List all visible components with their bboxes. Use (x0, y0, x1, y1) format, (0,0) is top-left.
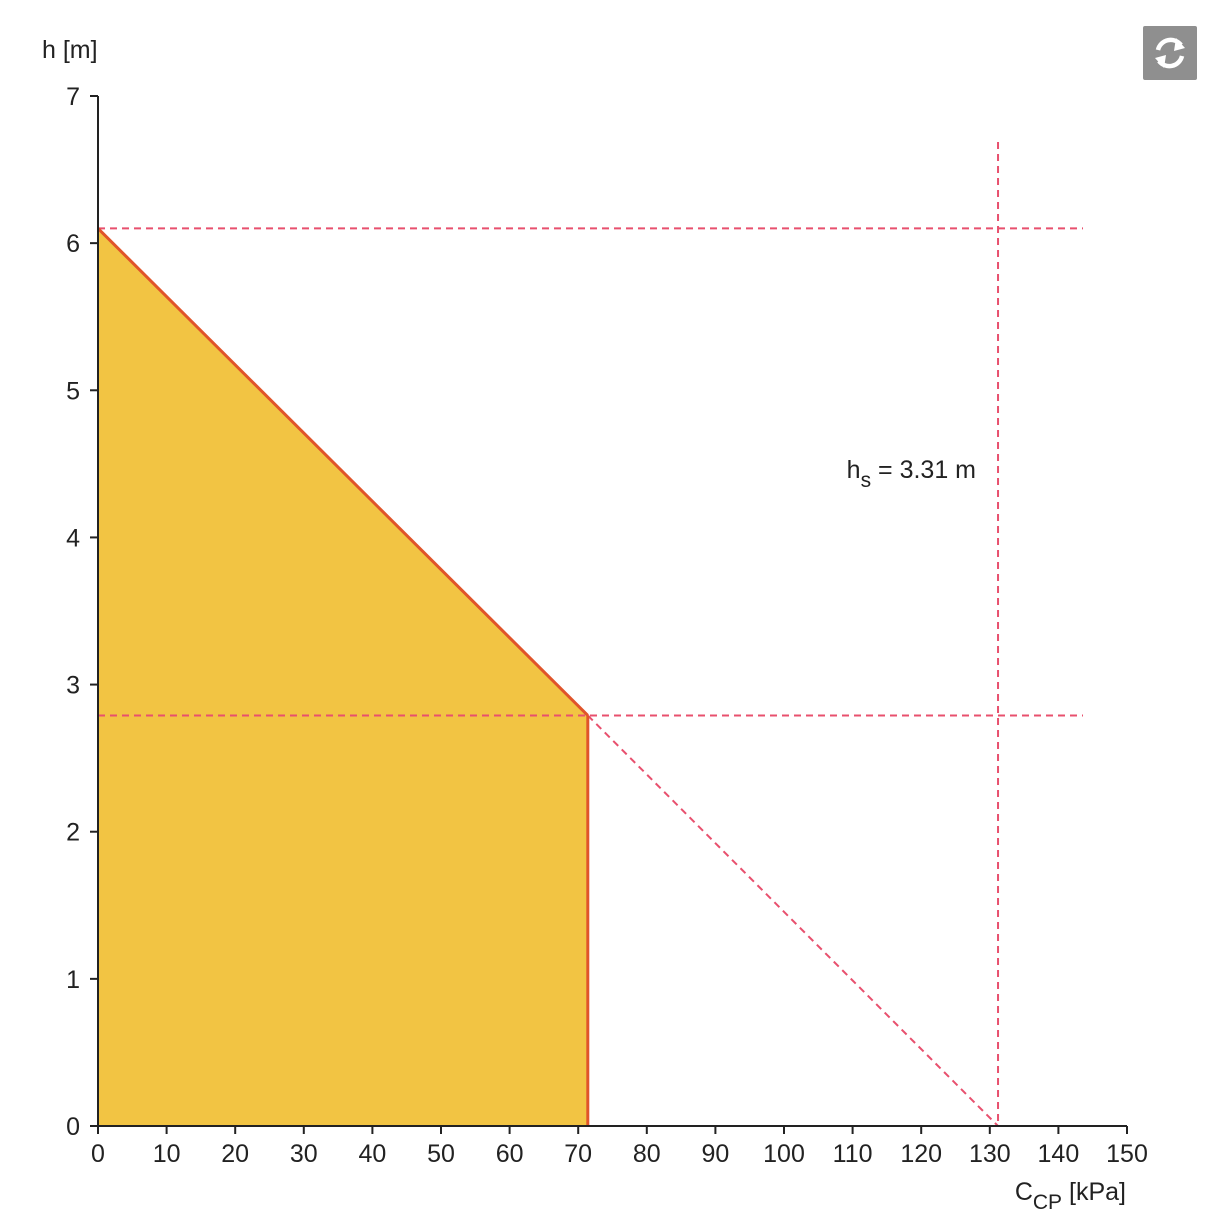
refresh-icon (1155, 37, 1185, 69)
y-tick-label-7: 7 (66, 83, 80, 111)
y-axis-label: h [m] (42, 36, 98, 64)
x-tick-label-140: 140 (1038, 1140, 1080, 1168)
y-tick-label-4: 4 (66, 524, 80, 552)
pressure-line (96, 227, 589, 717)
x-tick-label-20: 20 (221, 1140, 249, 1168)
x-tick-label-90: 90 (701, 1140, 729, 1168)
x-axis-label: CCP [kPa] (1015, 1178, 1126, 1214)
x-tick-label-130: 130 (969, 1140, 1011, 1168)
x-tick-label-50: 50 (427, 1140, 455, 1168)
x-tick-label-60: 60 (496, 1140, 524, 1168)
annotation-hs: hs = 3.31 m (847, 456, 976, 492)
x-tick-label-150: 150 (1106, 1140, 1148, 1168)
annotation-rest: = 3.31 m (871, 456, 976, 484)
x-axis-label-unit: [kPa] (1062, 1178, 1126, 1206)
filled-region (98, 228, 588, 1126)
x-axis-label-sub: CP (1033, 1191, 1062, 1214)
y-tick-label-5: 5 (66, 377, 80, 405)
x-tick-label-70: 70 (564, 1140, 592, 1168)
x-tick-label-0: 0 (91, 1140, 105, 1168)
annotation-main: h (847, 456, 861, 484)
x-tick-label-10: 10 (153, 1140, 181, 1168)
x-tick-label-110: 110 (833, 1140, 873, 1168)
plot-area (96, 142, 1083, 1127)
x-tick-label-80: 80 (633, 1140, 661, 1168)
annotation-sub: s (861, 469, 872, 492)
y-tick-label-0: 0 (66, 1113, 80, 1141)
x-axis-label-main: C (1015, 1178, 1033, 1206)
y-tick-label-3: 3 (66, 672, 80, 700)
x-tick-label-40: 40 (358, 1140, 386, 1168)
pressure-line-extension (587, 714, 999, 1127)
x-tick-label-100: 100 (763, 1140, 805, 1168)
y-tick-label-6: 6 (66, 230, 80, 258)
x-tick-label-120: 120 (900, 1140, 942, 1168)
refresh-button[interactable] (1143, 26, 1197, 80)
labels: h [m] CCP [kPa] hs = 3.31 m (42, 36, 1126, 1214)
y-tick-label-2: 2 (66, 819, 80, 847)
y-tick-label-1: 1 (66, 966, 80, 994)
x-tick-label-30: 30 (290, 1140, 318, 1168)
